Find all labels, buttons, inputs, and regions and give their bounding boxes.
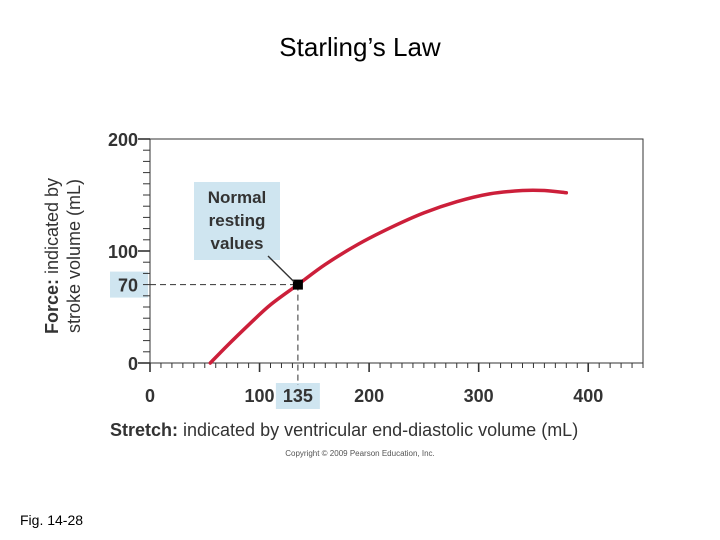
x-axis-label-text: indicated by ventricular end-diastolic v…: [183, 420, 578, 440]
y-axis-label: Force: indicated by stroke volume (mL): [42, 178, 84, 334]
figure-label: Fig. 14-28: [20, 512, 84, 528]
x-axis-label: Stretch: indicated by ventricular end-di…: [110, 420, 578, 440]
normal-point-marker: [292, 279, 303, 290]
annotation-box: [194, 182, 280, 260]
annotation-line: values: [211, 234, 264, 253]
y-tick-label: 200: [108, 130, 138, 150]
x-tick-label: 0: [145, 386, 155, 406]
highlight-x-label: 135: [283, 386, 313, 406]
curve-line: [208, 188, 569, 365]
x-tick-label: 400: [573, 386, 603, 406]
x-tick-label: 200: [354, 386, 384, 406]
x-axis-label-bold: Stretch:: [110, 420, 183, 440]
annotation-line: resting: [209, 211, 266, 230]
annotation-leader: [267, 255, 295, 283]
slide-title: Starling’s Law: [279, 32, 441, 62]
y-tick-label: 100: [108, 242, 138, 262]
annotation-line: Normal: [208, 188, 267, 207]
x-tick-label: 100: [245, 386, 275, 406]
y-tick-label: 0: [128, 354, 138, 374]
y-axis-label-text: indicated by: [42, 178, 62, 274]
y-axis-label-line1: Force: indicated by: [42, 178, 62, 334]
copyright-text: Copyright © 2009 Pearson Education, Inc.: [285, 449, 435, 458]
y-axis-label-bold: Force:: [42, 274, 62, 334]
highlight-y-label: 70: [118, 276, 138, 296]
y-axis-label-line2: stroke volume (mL): [64, 179, 84, 333]
highlight-x-box: [275, 383, 320, 409]
highlight-y-box: [110, 271, 148, 298]
x-tick-label: 300: [464, 386, 494, 406]
